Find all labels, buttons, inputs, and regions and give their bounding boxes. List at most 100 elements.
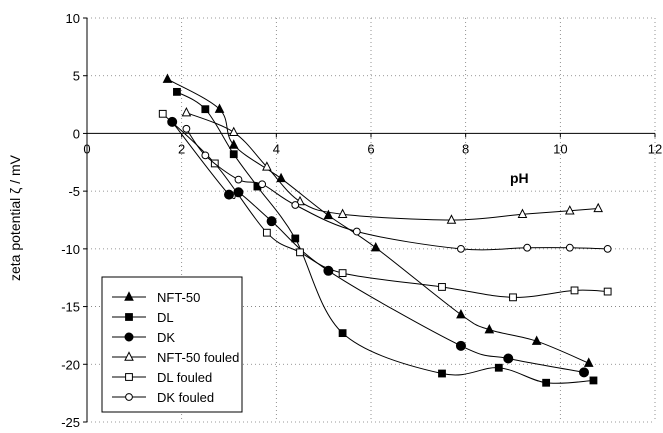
legend-label-3: NFT-50 fouled	[157, 350, 239, 365]
series-1-point-6	[438, 369, 446, 378]
series-line-3	[186, 112, 599, 221]
y-tick-label-6: -20	[61, 357, 80, 372]
series-0-point-2	[228, 139, 239, 149]
series-1-point-7	[494, 363, 503, 372]
series-4-point-3	[296, 248, 304, 257]
series-5-point-3	[258, 180, 267, 189]
legend-marker-5	[125, 393, 133, 401]
series-1-point-8	[542, 378, 551, 387]
x-axis-label: pH	[510, 170, 529, 186]
x-tick-label-6: 12	[648, 141, 662, 156]
series-0-point-1	[214, 103, 225, 113]
x-tick-label-0: 0	[83, 141, 90, 156]
legend: NFT-50 DL DK NFT-50 fouled DL fouled DK foule…	[101, 276, 243, 413]
series-3-point-5	[446, 214, 457, 224]
series-0-point-4	[323, 209, 334, 220]
series-1-point-9	[589, 376, 598, 385]
legend-marker-2	[124, 332, 134, 342]
series-line-4	[162, 113, 608, 298]
series-2-point-7	[579, 367, 589, 378]
series-2-point-2	[233, 187, 244, 198]
series-line-5	[185, 128, 608, 251]
series-4-point-6	[509, 293, 517, 302]
legend-marker-1	[125, 313, 133, 321]
legend-entry-1: DL	[112, 310, 174, 325]
series-5-point-4	[291, 201, 300, 209]
series-0-point-0	[162, 73, 173, 83]
series-2-point-3	[266, 216, 277, 227]
series-3-point-7	[564, 205, 575, 215]
series-0-point-3	[276, 172, 286, 183]
data-series	[158, 73, 612, 387]
legend-entry-2: DK	[112, 330, 175, 345]
y-tick-labels: 10 5 0 -5 -10 -15 -20 -25	[61, 11, 80, 430]
legend-entry-5: DK fouled	[112, 390, 214, 405]
series-5-point-6	[457, 244, 465, 253]
legend-marker-0	[124, 291, 134, 301]
legend-label-4: DL fouled	[157, 370, 212, 385]
x-tick-label-1: 2	[178, 141, 185, 156]
series-2-point-6	[503, 353, 514, 364]
series-1	[173, 87, 598, 387]
x-tick-label-4: 8	[462, 141, 469, 156]
series-5-point-7	[523, 243, 532, 252]
legend-label-5: DK fouled	[157, 390, 214, 405]
series-1-point-4	[291, 234, 300, 243]
series-3-point-4	[337, 208, 348, 218]
series-4	[158, 109, 612, 302]
series-0-point-9	[583, 357, 594, 367]
series-5-point-9	[603, 244, 612, 253]
legend-entry-3: NFT-50 fouled	[112, 350, 239, 365]
y-axis-label: zeta potential ζ / mV	[7, 154, 23, 281]
legend-entry-0: NFT-50	[112, 290, 200, 305]
series-2-point-1	[224, 189, 234, 200]
series-5-point-5	[352, 227, 361, 236]
y-tick-label-0: 10	[66, 11, 80, 26]
y-tick-label-5: -15	[61, 300, 80, 315]
legend-label-1: DL	[157, 310, 174, 325]
series-0-point-5	[370, 242, 381, 252]
series-5-point-2	[234, 175, 243, 184]
series-0-point-6	[456, 308, 466, 319]
series-3-point-0	[181, 106, 192, 117]
x-tick-label-5: 10	[553, 141, 567, 156]
legend-marker-3	[124, 351, 134, 361]
series-1-point-5	[338, 329, 347, 338]
series-0	[162, 73, 594, 367]
series-5	[182, 124, 612, 253]
series-4-point-0	[158, 109, 167, 118]
series-1-point-1	[201, 105, 210, 114]
series-3-point-1	[228, 126, 239, 136]
y-tick-label-3: -5	[68, 184, 80, 199]
series-4-point-5	[438, 283, 446, 291]
series-1-point-2	[229, 150, 238, 159]
series-3-point-2	[262, 161, 272, 171]
legend-entry-4: DL fouled	[112, 370, 212, 385]
series-0-point-7	[484, 323, 495, 334]
y-tick-label-7: -25	[61, 415, 80, 430]
axes	[83, 17, 656, 423]
legend-marker-4	[125, 373, 133, 381]
x-tick-label-3: 6	[367, 141, 374, 156]
series-5-point-1	[201, 151, 210, 160]
series-4-point-8	[603, 287, 612, 296]
series-line-1	[176, 91, 594, 384]
y-tick-label-2: 0	[73, 126, 80, 141]
series-4-point-2	[262, 228, 271, 237]
series-0-point-8	[531, 335, 542, 345]
legend-items: NFT-50 DL DK NFT-50 fouled DL fouled DK foule…	[112, 290, 239, 405]
y-tick-label-4: -10	[61, 242, 80, 257]
y-tick-label-1: 5	[73, 69, 80, 84]
x-tick-labels: 0 2 4 6 8 10 12	[83, 141, 662, 156]
series-4-point-4	[338, 269, 347, 277]
series-1-point-0	[173, 87, 181, 96]
series-line-0	[167, 78, 589, 364]
series-5-point-0	[182, 124, 191, 133]
series-4-point-7	[570, 286, 579, 295]
series-2-point-5	[455, 340, 466, 351]
series-3-point-8	[593, 202, 604, 213]
series-3	[181, 106, 604, 224]
series-5-point-8	[565, 243, 574, 252]
legend-label-2: DK	[157, 330, 175, 345]
